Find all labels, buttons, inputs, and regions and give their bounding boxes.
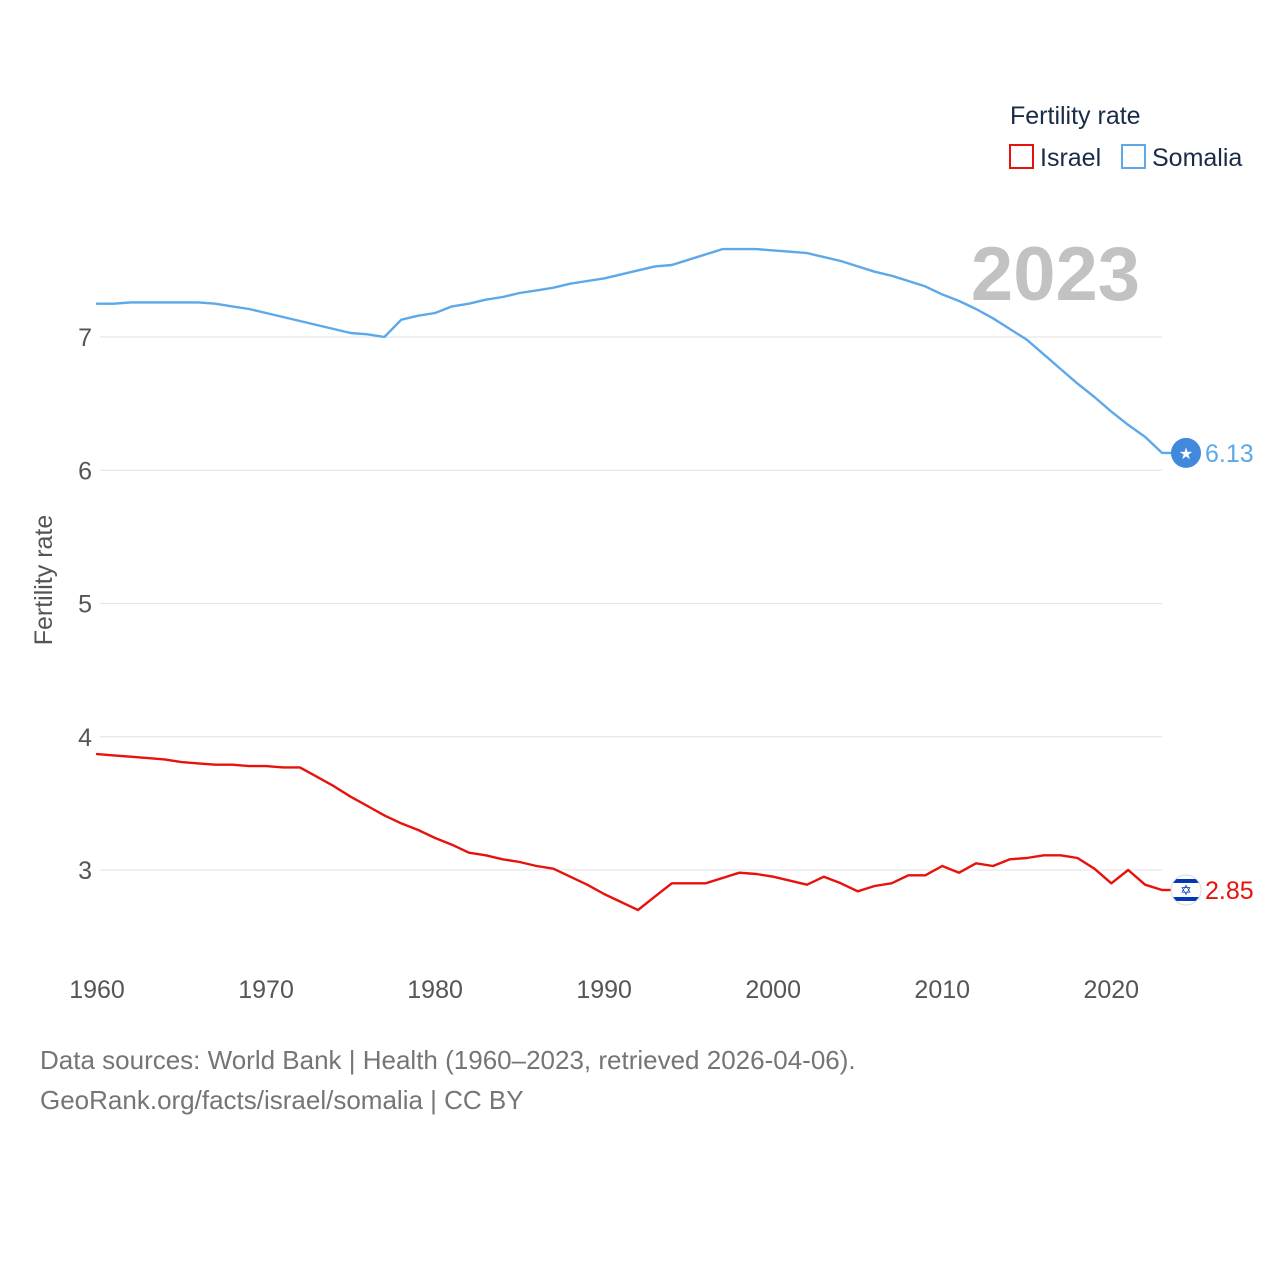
x-tick-label: 1980 bbox=[407, 976, 463, 1004]
y-axis-label: Fertility rate bbox=[30, 515, 58, 646]
data-source-text: Data sources: World Bank | Health (1960–… bbox=[40, 1045, 856, 1075]
x-tick-label: 1990 bbox=[576, 976, 632, 1004]
x-axis-ticks: 1960 1970 1980 1990 2000 2010 2020 bbox=[69, 976, 1139, 1004]
gridlines bbox=[100, 336, 1162, 871]
legend: Fertility rate Israel Somalia bbox=[1009, 102, 1242, 172]
x-tick-label: 2020 bbox=[1083, 976, 1139, 1004]
series-lines bbox=[95, 247, 1164, 912]
x-tick-label: 1970 bbox=[238, 976, 294, 1004]
series-end-labels: ✡ 2.85 ★ 6.13 bbox=[1162, 437, 1254, 906]
legend-label: Israel bbox=[1040, 144, 1101, 172]
y-tick-label: 6 bbox=[78, 457, 92, 485]
svg-text:✡: ✡ bbox=[1180, 883, 1192, 899]
x-tick-label: 2000 bbox=[745, 976, 801, 1004]
svg-text:★: ★ bbox=[1179, 444, 1193, 463]
legend-item-israel[interactable]: Israel bbox=[1009, 144, 1101, 172]
somalia-flag-icon: ★ bbox=[1171, 437, 1201, 468]
y-tick-label: 3 bbox=[78, 857, 92, 885]
legend-swatch bbox=[1121, 144, 1146, 169]
footer: Data sources: World Bank | Health (1960–… bbox=[40, 1040, 856, 1120]
end-value-israel: 2.85 bbox=[1205, 877, 1254, 905]
series-line-israel bbox=[95, 752, 1164, 912]
legend-item-somalia[interactable]: Somalia bbox=[1121, 144, 1242, 172]
x-tick-label: 2010 bbox=[914, 976, 970, 1004]
y-tick-label: 5 bbox=[78, 591, 92, 619]
legend-label: Somalia bbox=[1152, 144, 1242, 172]
israel-flag-icon: ✡ bbox=[1170, 874, 1202, 906]
y-axis-ticks: 3 4 5 6 7 bbox=[78, 324, 92, 885]
x-tick-label: 1960 bbox=[69, 976, 125, 1004]
y-tick-label: 7 bbox=[78, 324, 92, 352]
legend-swatch bbox=[1009, 144, 1034, 169]
legend-title: Fertility rate bbox=[1010, 102, 1141, 130]
series-line-somalia bbox=[95, 247, 1164, 455]
y-tick-label: 4 bbox=[78, 724, 92, 752]
attribution-link[interactable]: GeoRank.org/facts/israel/somalia | CC BY bbox=[40, 1085, 524, 1115]
year-watermark: 2023 bbox=[971, 232, 1140, 317]
end-value-somalia: 6.13 bbox=[1205, 440, 1254, 468]
